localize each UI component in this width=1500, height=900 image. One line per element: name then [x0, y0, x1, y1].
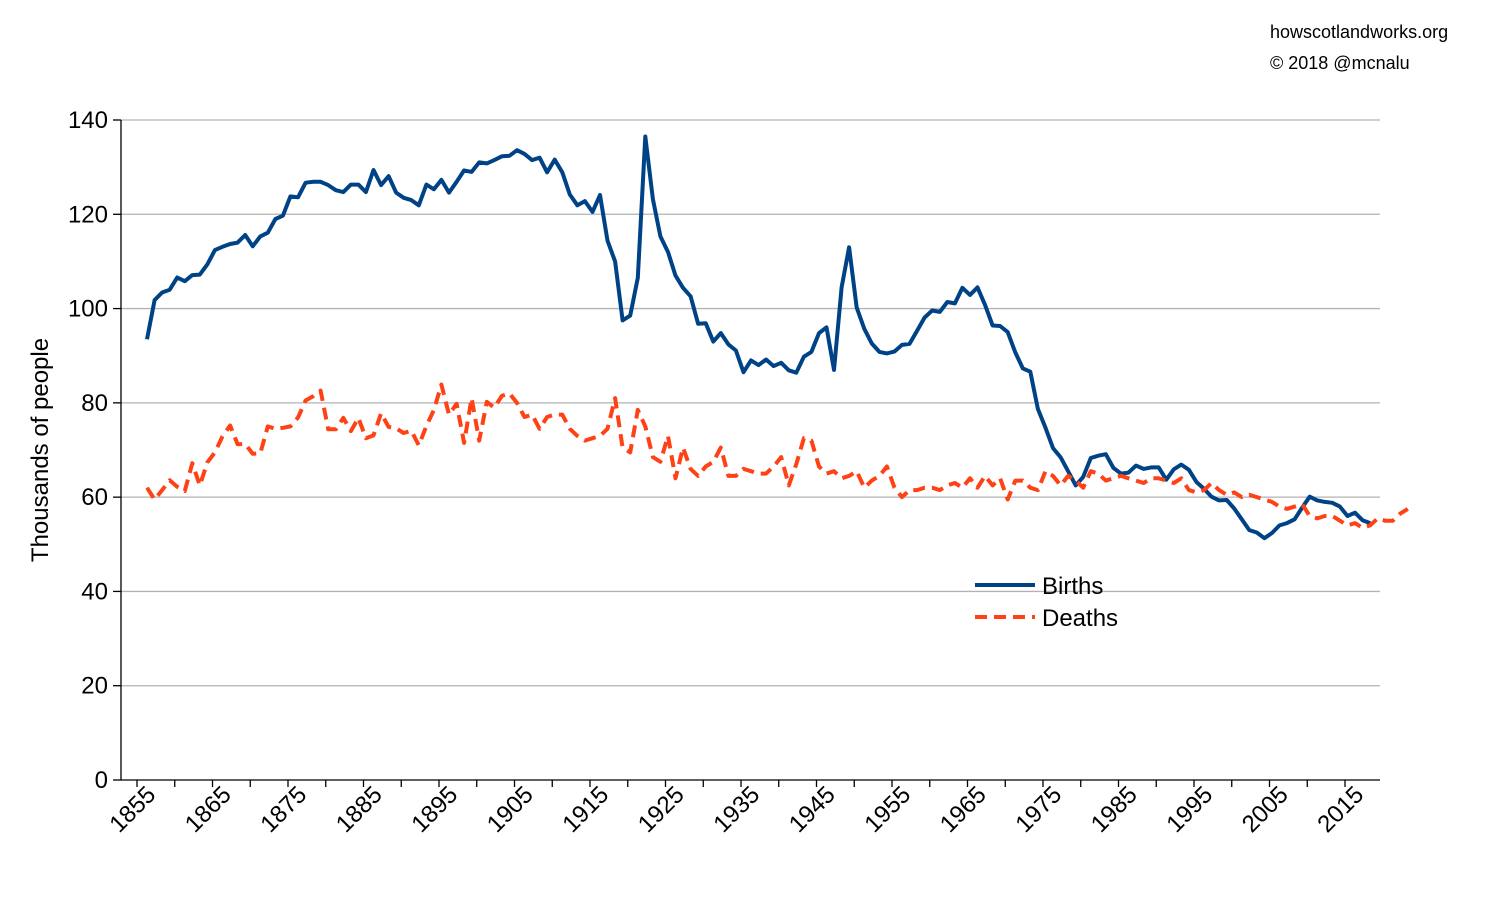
series-line-births — [145, 134, 1371, 541]
axes: 0 20 40 60 80 100 120 140 1855 1865 1875 1885 1895 19… — [68, 107, 1380, 838]
y-tick-label: 0 — [95, 767, 108, 794]
y-tick-label: 140 — [68, 107, 108, 134]
credit-site: howscotlandworks.org — [1270, 22, 1449, 42]
legend-label-births: Births — [1042, 573, 1103, 600]
legend: Births Deaths — [975, 573, 1118, 632]
x-tick-label: 1865 — [180, 781, 237, 838]
x-tick-label: 1975 — [1010, 781, 1067, 838]
x-tick-label: 1855 — [104, 781, 161, 838]
x-tick-label: 1925 — [633, 781, 690, 838]
x-tick-label: 1875 — [255, 781, 312, 838]
x-tick-label: 1935 — [708, 781, 765, 838]
x-tick-label: 1945 — [784, 781, 841, 838]
y-tick-label: 20 — [81, 673, 108, 700]
x-tick-label: 2015 — [1312, 781, 1369, 838]
y-tick-label: 80 — [81, 390, 108, 417]
x-tick-label: 2005 — [1237, 781, 1294, 838]
series-line-deaths — [145, 382, 1409, 530]
y-tick-label: 40 — [81, 578, 108, 605]
x-tick-label: 1955 — [859, 781, 916, 838]
legend-label-deaths: Deaths — [1042, 605, 1118, 632]
y-tick-label: 60 — [81, 484, 108, 511]
x-tick-label: 1895 — [406, 781, 463, 838]
x-tick-label: 1995 — [1161, 781, 1218, 838]
series — [145, 134, 1409, 541]
x-tick-label: 1915 — [557, 781, 614, 838]
x-tick-label: 1985 — [1086, 781, 1143, 838]
grid-lines — [121, 119, 1380, 687]
y-axis-label: Thousands of people — [27, 338, 54, 562]
y-tick-label: 100 — [68, 296, 108, 323]
x-tick-label: 1965 — [935, 781, 992, 838]
credit-copyright: © 2018 @mcnalu — [1270, 53, 1410, 73]
x-tick-label: 1885 — [331, 781, 388, 838]
y-tick-label: 120 — [68, 201, 108, 228]
x-tick-label: 1905 — [482, 781, 539, 838]
